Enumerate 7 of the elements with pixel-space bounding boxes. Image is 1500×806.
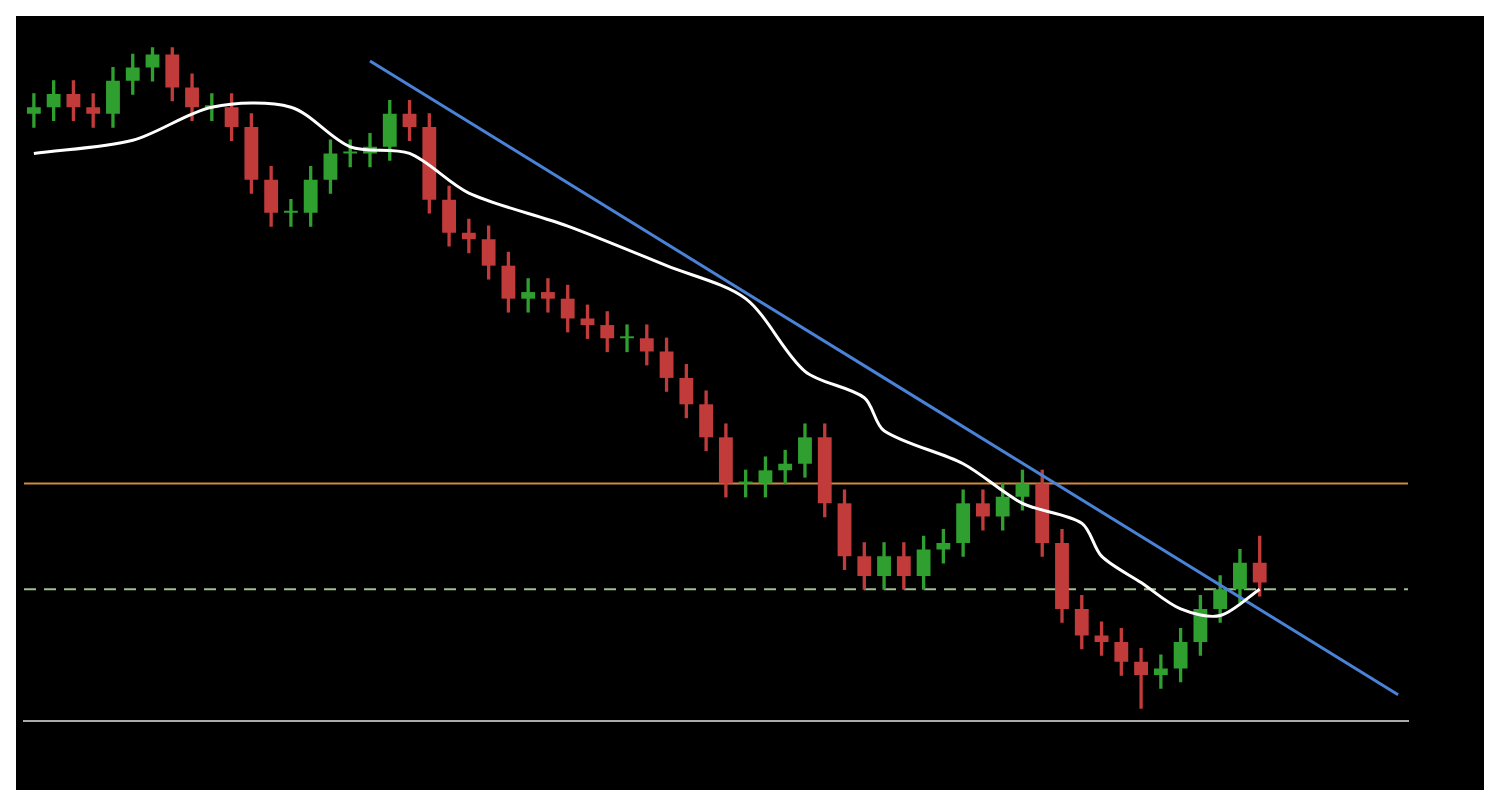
candlestick [541, 278, 555, 313]
candlestick [620, 324, 634, 353]
candlestick [1134, 647, 1149, 709]
candlestick [1153, 654, 1168, 689]
candlestick [283, 198, 298, 227]
candlestick [26, 93, 41, 128]
candlestick [461, 218, 476, 254]
